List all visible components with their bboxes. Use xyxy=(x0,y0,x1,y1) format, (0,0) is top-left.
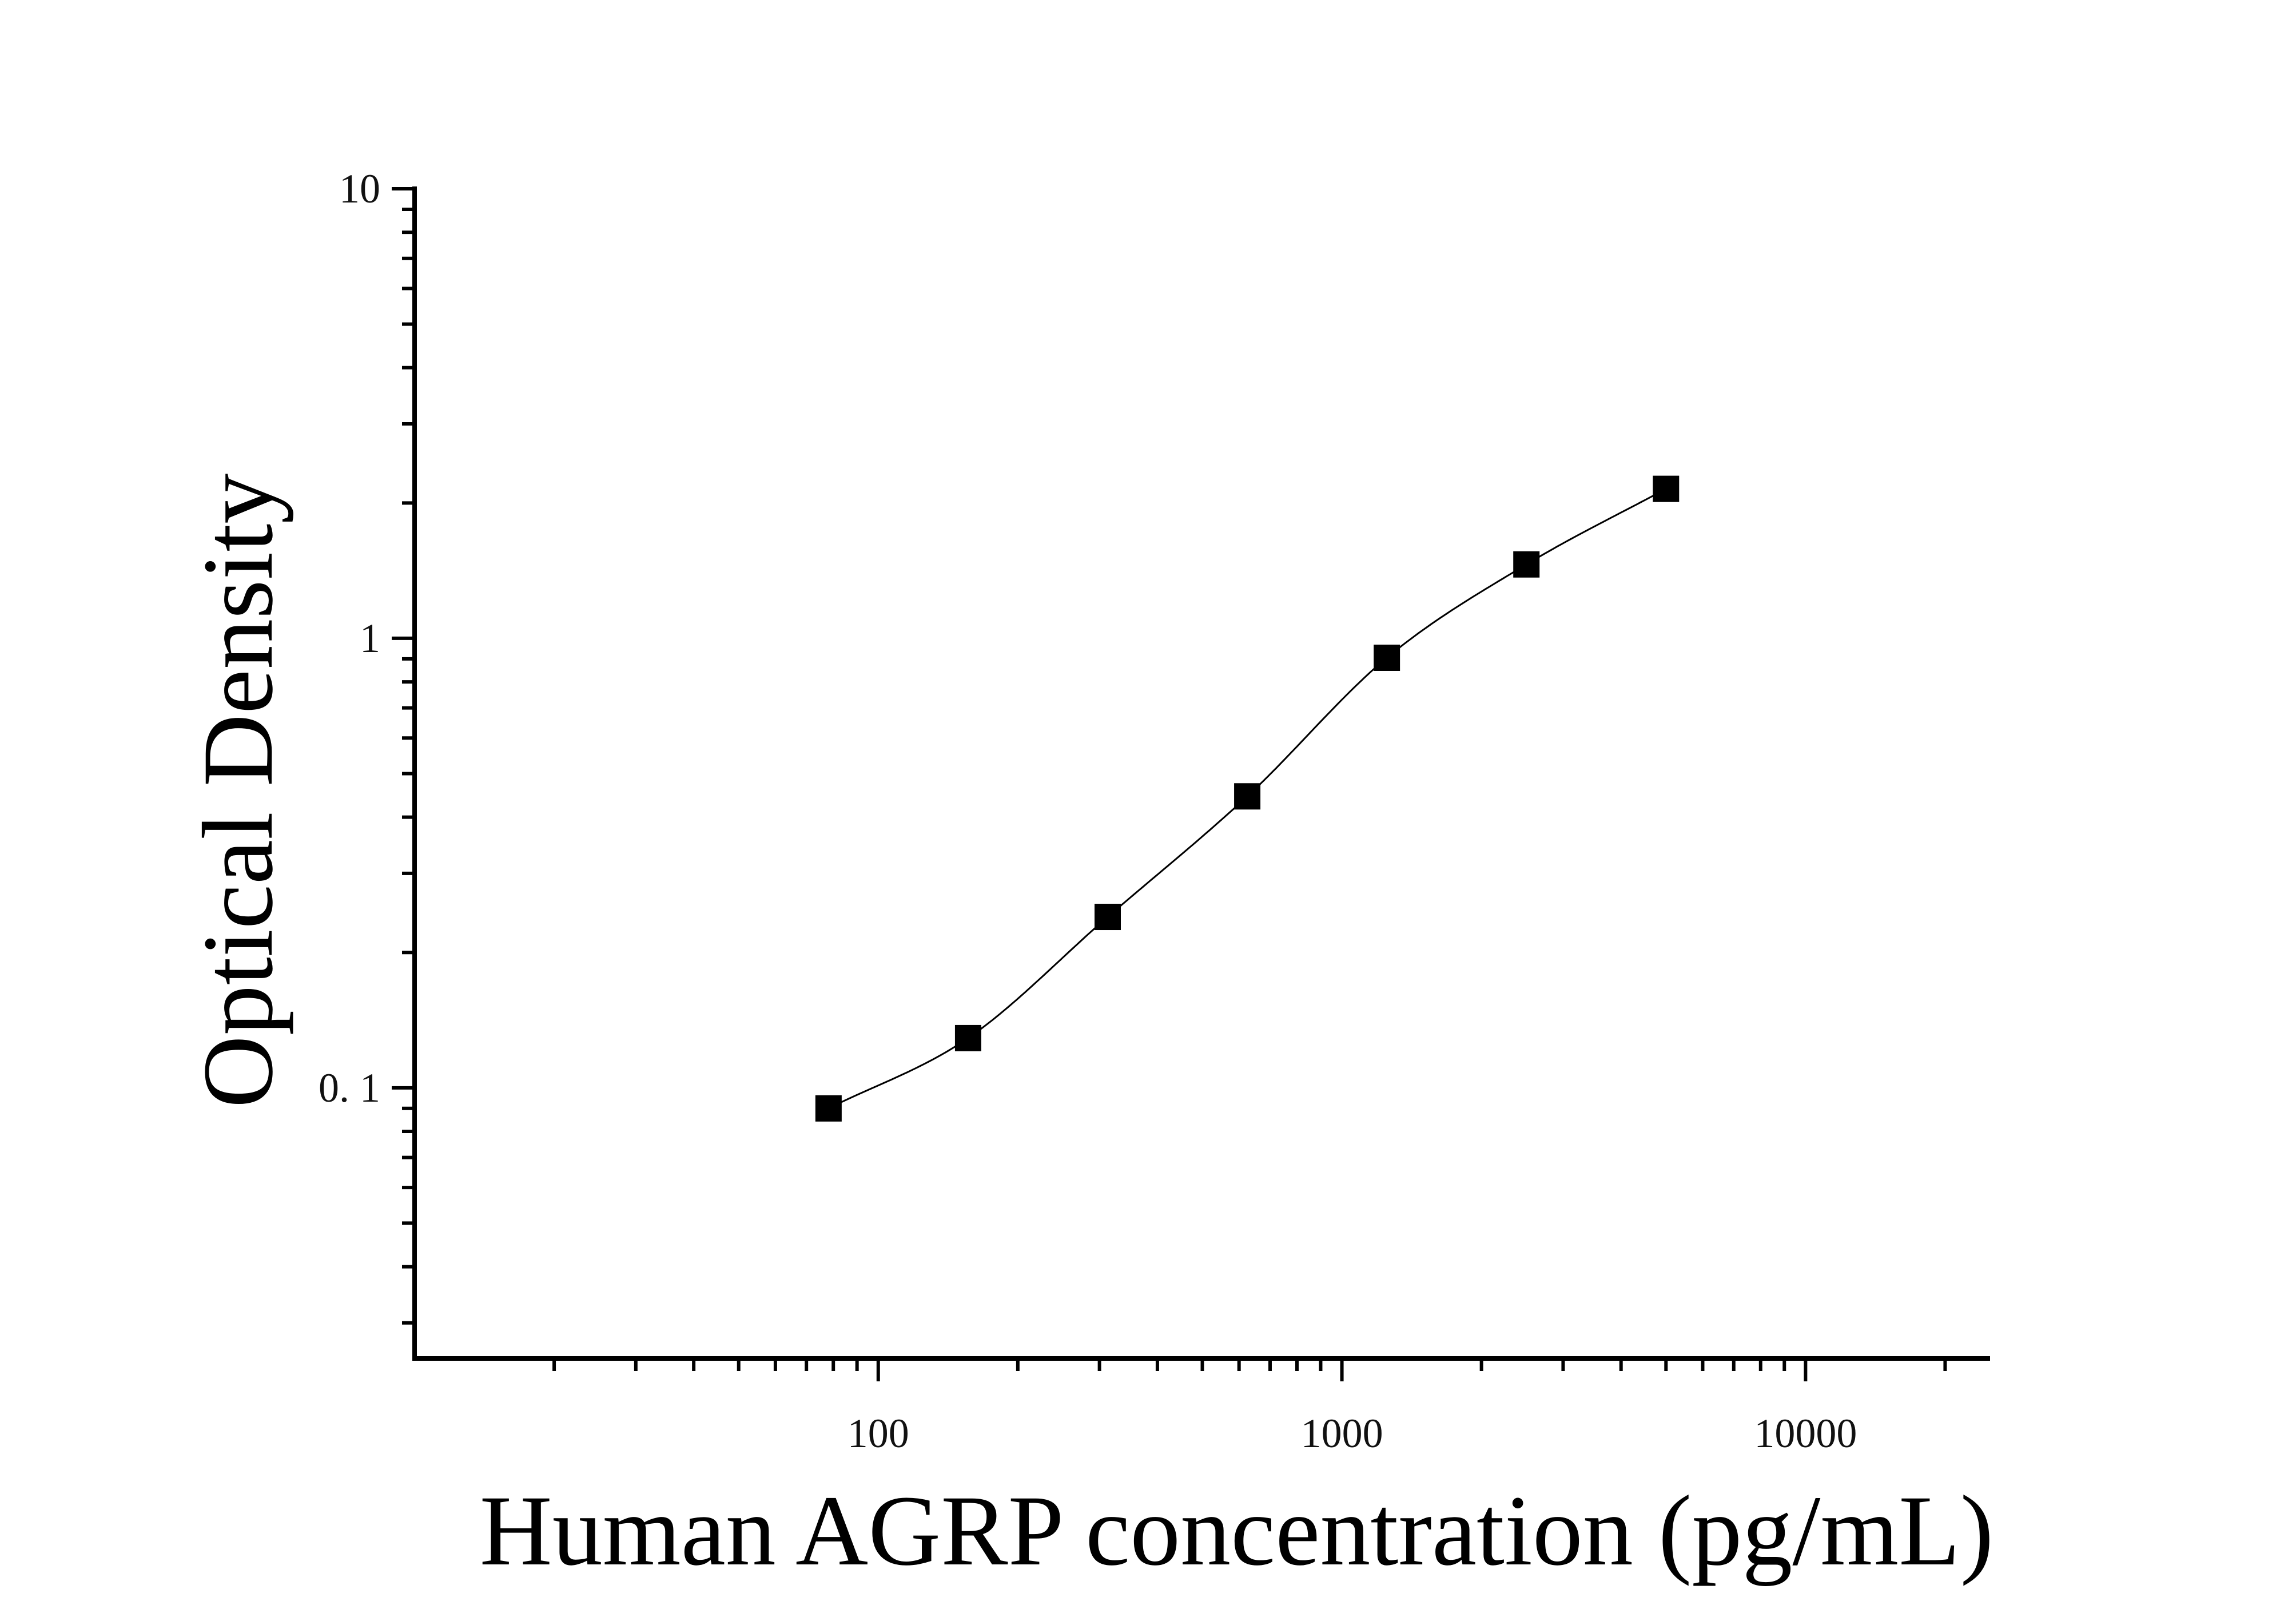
data-point xyxy=(1374,644,1400,671)
x-axis-ticks xyxy=(552,1358,1947,1381)
data-point xyxy=(954,1024,981,1051)
y-tick-label: 0. 1 xyxy=(319,1065,380,1111)
data-point xyxy=(1234,783,1261,810)
y-tick-label: 10 xyxy=(339,166,380,212)
axes xyxy=(412,186,1990,1361)
y-axis-tick-labels: 0. 1 1 10 xyxy=(319,166,380,1111)
x-axis-title: Human AGRP concentration (pg/mL) xyxy=(480,1475,1994,1587)
x-tick-label: 100 xyxy=(847,1411,909,1456)
data-point xyxy=(1095,904,1121,931)
x-axis-tick-labels: 100 1000 10000 xyxy=(847,1411,1857,1456)
x-tick-label: 10000 xyxy=(1754,1411,1857,1456)
y-axis-ticks xyxy=(392,187,415,1325)
y-tick-label: 1 xyxy=(360,615,380,661)
x-tick-label: 1000 xyxy=(1301,1411,1383,1456)
data-points xyxy=(815,475,1680,1122)
data-point xyxy=(1513,551,1540,578)
data-point xyxy=(815,1095,842,1122)
data-point xyxy=(1653,475,1680,502)
y-axis-title: Optical Density xyxy=(182,474,294,1109)
